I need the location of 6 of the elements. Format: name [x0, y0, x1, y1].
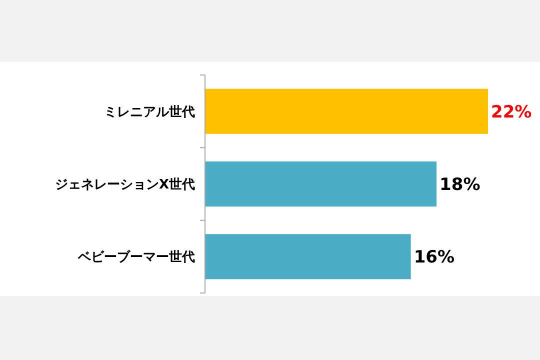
y-tick-label: ジェネレーションX世代	[54, 178, 195, 193]
data-label: 22%	[491, 102, 532, 122]
data-label: 18%	[440, 174, 480, 195]
y-tick-label: ベビーブーマー世代	[77, 249, 195, 266]
y-tick-label: ミレニアル世代	[104, 104, 195, 120]
data-label: 16%	[414, 248, 455, 268]
